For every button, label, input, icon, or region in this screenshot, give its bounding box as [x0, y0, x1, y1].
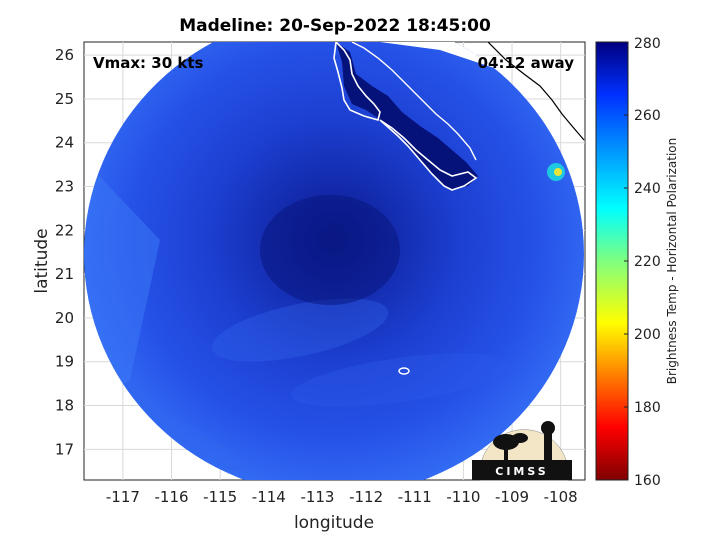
colorbar-tick-label: 240 [634, 181, 661, 197]
y-axis-label: latitude [32, 228, 52, 293]
colorbar-tick-label: 200 [634, 327, 661, 343]
y-tick-label: 24 [55, 134, 74, 152]
rain-band [291, 353, 509, 407]
colorbar [595, 41, 629, 481]
x-tick-label: -113 [300, 488, 334, 506]
colorbar-tick-label: 260 [634, 108, 661, 124]
colorbar-tick-label: 180 [634, 400, 661, 416]
x-tick-labels: -117 -116 -115 -114 -113 -112 -111 -110 -109 -108 [106, 488, 578, 506]
y-tick-label: 26 [55, 46, 74, 64]
warm-spot-core [554, 168, 562, 176]
baja-coastline [333, 42, 381, 121]
y-tick-label: 22 [55, 221, 74, 239]
island-outline [398, 367, 410, 375]
gulf-coastline [351, 42, 477, 161]
y-tick-label: 23 [55, 178, 74, 196]
x-tick-label: -110 [446, 488, 480, 506]
time-away-annotation: 04:12 away [478, 54, 575, 72]
chart-title: Madeline: 20-Sep-2022 18:45:00 [179, 16, 491, 36]
y-tick-label: 20 [55, 309, 74, 327]
colorbar-tick-label: 280 [634, 36, 661, 52]
y-tick-label: 19 [55, 353, 74, 371]
colorbar-tick-label: 160 [634, 473, 661, 489]
storm-center [260, 195, 400, 305]
satellite-swath [84, 42, 585, 480]
mainland-coastline [487, 42, 585, 141]
y-tick-label: 18 [55, 397, 74, 415]
cimss-logo: CIMSS [472, 421, 572, 481]
y-tick-label: 25 [55, 90, 74, 108]
x-tick-label: -108 [544, 488, 578, 506]
svg-text:CIMSS: CIMSS [495, 465, 548, 478]
x-tick-label: -111 [398, 488, 432, 506]
baja-land [336, 42, 478, 190]
x-tick-label: -109 [495, 488, 529, 506]
y-tick-label: 21 [55, 265, 74, 283]
colorbar-tick-label: 220 [634, 254, 661, 270]
x-tick-label: -117 [106, 488, 140, 506]
x-axis-label: longitude [294, 513, 374, 533]
x-tick-label: -114 [252, 488, 286, 506]
colorbar-tick-labels: 280 260 240 220 200 180 160 [624, 36, 661, 489]
x-tick-label: -112 [349, 488, 383, 506]
vmax-annotation: Vmax: 30 kts [93, 54, 203, 72]
y-tick-labels: 17 18 19 20 21 22 23 24 25 26 [55, 46, 74, 458]
baja-coastline-south [379, 119, 478, 191]
y-tick-label: 17 [55, 440, 74, 458]
tower-icon [544, 430, 552, 460]
x-tick-label: -115 [203, 488, 237, 506]
x-tick-label: -116 [155, 488, 189, 506]
rain-band [211, 298, 389, 362]
colorbar-label: Brightness Temp - Horizontal Polarizatio… [665, 138, 679, 385]
